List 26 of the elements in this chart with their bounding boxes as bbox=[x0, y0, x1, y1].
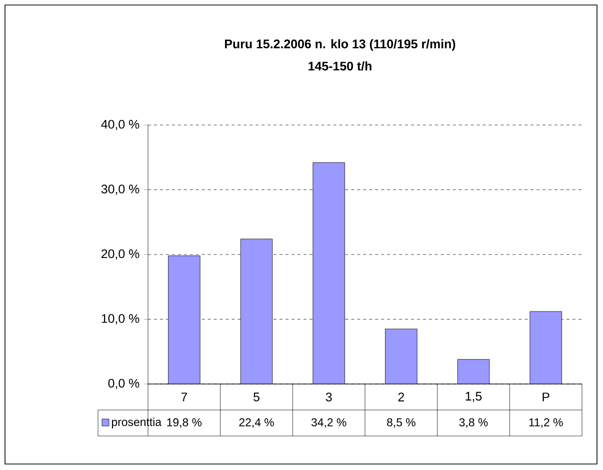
bar bbox=[240, 238, 272, 384]
bar bbox=[530, 311, 562, 384]
y-tick-label: 30,0 % bbox=[101, 184, 140, 195]
y-tick-label: 0,0 % bbox=[108, 378, 140, 390]
legend-label: prosenttia bbox=[112, 418, 162, 428]
x-tick-label: 5 bbox=[254, 392, 260, 402]
x-tick-label: 7 bbox=[181, 392, 188, 402]
data-label: 34,2 % bbox=[311, 418, 346, 428]
bar bbox=[168, 256, 200, 384]
bar bbox=[458, 359, 490, 384]
data-label: 3,8 % bbox=[459, 418, 488, 428]
y-tick-label: 20,0 % bbox=[102, 249, 140, 260]
x-tick-label: 1,5 bbox=[466, 392, 482, 402]
data-label: 8,5 % bbox=[387, 418, 416, 428]
x-tick-label: 3 bbox=[326, 392, 332, 402]
bar bbox=[312, 162, 345, 384]
y-tick-label: 40,0 % bbox=[101, 120, 140, 130]
chart-subtitle: 145-150 t/h bbox=[308, 61, 372, 71]
data-label: 19,8 % bbox=[167, 418, 202, 428]
x-tick-label: 2 bbox=[398, 392, 404, 402]
x-tick-label: P bbox=[542, 392, 550, 402]
data-label: 11,2 % bbox=[529, 418, 563, 428]
chart-title: Puru 15.2.2006 n. klo 13 (110/195 r/min) bbox=[225, 39, 456, 51]
bar bbox=[385, 328, 418, 384]
data-label: 22,4 % bbox=[239, 418, 274, 428]
y-tick-label: 10,0 % bbox=[102, 314, 140, 324]
